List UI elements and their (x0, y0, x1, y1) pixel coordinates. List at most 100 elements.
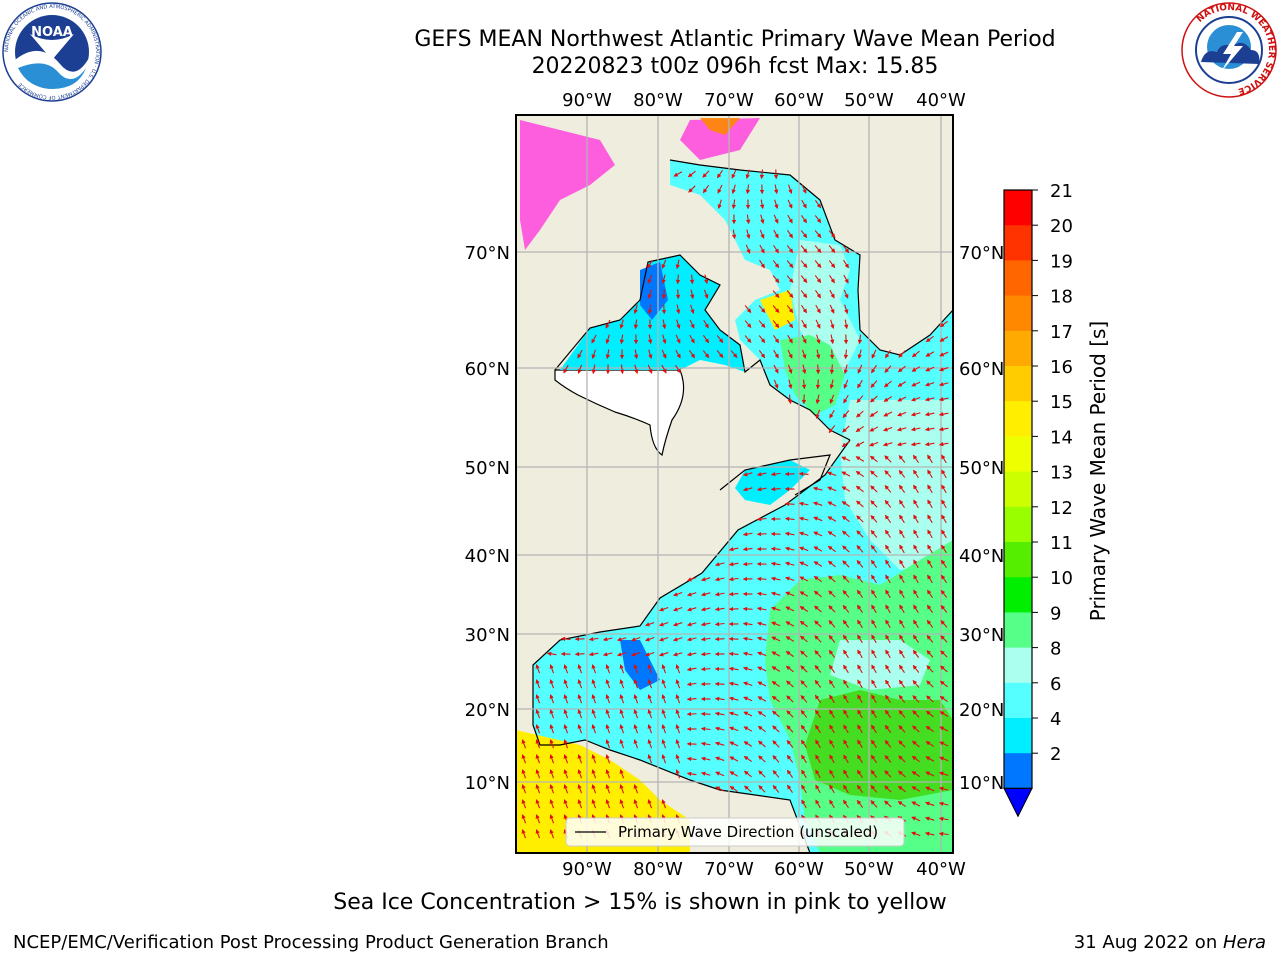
wave-arrow (802, 364, 807, 375)
wave-arrow (686, 607, 697, 612)
wave-arrow (546, 651, 557, 657)
wave-arrow (885, 349, 891, 359)
wave-arrow (884, 785, 892, 793)
wave-arrow (940, 635, 948, 643)
wave-arrow (675, 724, 681, 734)
wave-arrow (857, 379, 863, 389)
wave-arrow (647, 664, 653, 674)
wave-arrow (689, 274, 695, 285)
wave-arrow (899, 559, 905, 569)
wave-arrow (843, 799, 849, 809)
wave-arrow (549, 784, 555, 794)
wave-arrow (884, 499, 892, 508)
lon-label-top: 60°W (774, 90, 824, 111)
sea-ice-north (680, 118, 760, 160)
wave-arrow (619, 784, 625, 794)
wave-arrow (843, 274, 849, 284)
wave-arrow (829, 394, 835, 404)
wave-arrow (857, 664, 863, 674)
wave-arrow (843, 709, 849, 719)
wave-arrow (574, 651, 585, 657)
wave-arrow (786, 754, 794, 763)
wave-arrow (647, 679, 653, 689)
wave-arrow (690, 289, 695, 300)
wave-arrow (535, 829, 541, 839)
wave-arrow (771, 695, 780, 703)
wave-arrow (770, 561, 781, 567)
wave-arrow (829, 739, 835, 749)
wave-arrow (549, 724, 555, 734)
wave-arrow (884, 755, 892, 763)
wave-arrow (742, 561, 753, 567)
wave-arrow (757, 636, 767, 641)
wave-arrow (633, 709, 639, 719)
wave-arrow (675, 664, 681, 674)
wave-arrow (619, 664, 625, 674)
wave-arrow (815, 289, 821, 299)
wave-arrow (842, 425, 850, 433)
wave-arrow (687, 170, 696, 178)
wave-arrow (756, 486, 767, 492)
colorbar-segment (1004, 682, 1032, 719)
wave-arrow (814, 275, 822, 284)
wave-arrow (925, 710, 934, 718)
wave-arrow (857, 649, 863, 659)
wave-arrow (871, 724, 877, 734)
wave-arrow (911, 350, 920, 358)
wave-arrow (661, 319, 667, 330)
wave-arrow (941, 454, 947, 464)
wave-arrow (700, 666, 711, 672)
wave-arrow (605, 799, 611, 809)
wave-arrow (800, 739, 808, 749)
wave-arrow (773, 244, 779, 254)
wave-arrow (715, 771, 725, 777)
wave-arrow (577, 724, 583, 734)
wave-arrow (758, 305, 766, 314)
wave-arrow (661, 664, 667, 674)
wave-arrow (855, 485, 864, 493)
wave-arrow (786, 305, 794, 314)
wave-arrow (742, 636, 753, 642)
colorbar-extend-triangle (1003, 787, 1033, 818)
wave-arrow (549, 799, 555, 809)
wave-arrow (828, 620, 836, 628)
wave-arrow (829, 349, 835, 360)
wave-arrow (883, 380, 892, 388)
lon-label-top: 40°W (916, 90, 966, 111)
lon-label-top: 90°W (562, 90, 612, 111)
wave-arrow (871, 649, 877, 659)
wave-arrow (830, 319, 835, 329)
wave-arrow (843, 784, 849, 794)
wave-arrow (577, 349, 583, 359)
wave-arrow (770, 576, 781, 581)
wave-arrow (870, 529, 878, 538)
wave-arrow (814, 635, 822, 643)
wave-arrow (757, 711, 767, 717)
lon-label-bottom: 90°W (562, 859, 612, 880)
wave-arrow (772, 725, 780, 733)
colorbar-frame (1003, 189, 1033, 790)
colorbar-tick-label: 6 (1050, 674, 1061, 695)
wave-arrow (940, 589, 948, 598)
wave-arrow (843, 349, 849, 360)
wave-arrow (912, 664, 920, 673)
wave-arrow (911, 771, 921, 777)
wave-arrow (800, 230, 808, 239)
wave-arrow (829, 304, 835, 314)
wave-arrow (913, 619, 919, 629)
wave-arrow (633, 784, 639, 794)
wave-arrow (870, 544, 878, 553)
wave-arrow (857, 634, 863, 644)
wave-arrow (827, 471, 837, 477)
wave-arrow (633, 349, 639, 360)
wave-arrow (728, 681, 739, 686)
wave-arrow (602, 652, 613, 657)
wave-arrow (647, 694, 653, 704)
wave-arrow (689, 334, 695, 344)
wave-arrow (714, 636, 725, 642)
wave-arrow (870, 395, 878, 403)
wave-arrow (843, 694, 849, 704)
wave-arrow (882, 442, 893, 447)
wave-arrow (729, 786, 739, 792)
wave-arrow (898, 694, 906, 703)
